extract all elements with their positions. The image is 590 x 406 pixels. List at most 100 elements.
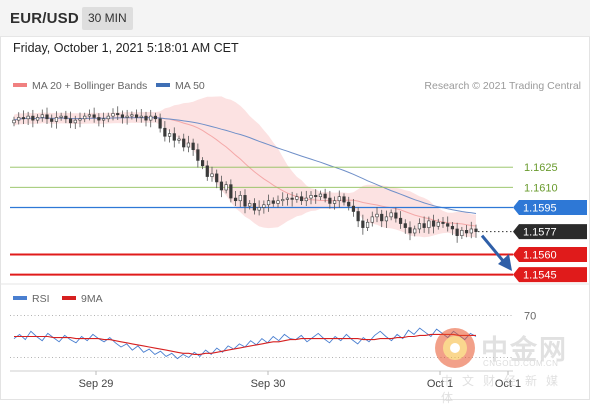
- timestamp: Friday, October 1, 2021 5:18:01 AM CET: [13, 41, 239, 55]
- legend-bollinger-label: MA 20 + Bollinger Bands: [32, 80, 148, 92]
- level-tag-3: [513, 224, 587, 240]
- candle-body-73: [356, 211, 360, 222]
- level-tag-2: [513, 199, 587, 215]
- bollinger-swatch: [13, 83, 27, 88]
- candle-body-66: [323, 193, 327, 199]
- level-label-5: 1.1545: [523, 270, 557, 282]
- candle-body-51: [252, 203, 257, 211]
- candle-body-67: [328, 197, 332, 204]
- level-tag-5: [513, 267, 587, 283]
- candle-body-88: [427, 220, 431, 228]
- candle-body-20: [106, 115, 110, 120]
- candle-body-27: [139, 115, 143, 118]
- candle-body-86: [417, 223, 422, 230]
- candle-body-84: [408, 227, 412, 234]
- candle-body-93: [450, 225, 455, 230]
- candle-body-59: [290, 197, 294, 200]
- candle-body-21: [111, 113, 115, 117]
- candle-body-15: [83, 115, 87, 120]
- candle-body-23: [120, 114, 125, 118]
- candle-body-77: [375, 213, 379, 218]
- chart-header: EUR/USD 30 MIN: [0, 0, 590, 37]
- legend-rsi-label: RSI: [32, 293, 50, 305]
- candle-body-91: [441, 221, 445, 224]
- research-credit: Research © 2021 Trading Central: [424, 80, 581, 92]
- candle-body-62: [304, 197, 308, 202]
- candle-body-37: [186, 142, 191, 148]
- ma50-line: [13, 117, 477, 214]
- candle-body-69: [337, 196, 341, 202]
- level-label-4: 1.1560: [523, 249, 557, 261]
- timeframe-badge[interactable]: 30 MIN: [82, 7, 133, 30]
- candle-body-12: [68, 118, 73, 124]
- candle-body-19: [101, 118, 106, 121]
- level-label-1: 1.1610: [524, 182, 558, 194]
- candle-body-34: [172, 133, 176, 141]
- candle-body-38: [191, 142, 195, 151]
- candle-body-9: [54, 117, 59, 122]
- legend-bollinger: MA 20 + Bollinger Bands: [13, 80, 147, 92]
- level-label-2: 1.1595: [523, 202, 557, 214]
- candle-body-31: [158, 118, 162, 129]
- rsi-series-rsi: [13, 327, 477, 360]
- candle-body-56: [276, 200, 280, 204]
- candle-body-72: [351, 205, 356, 212]
- candle-body-14: [78, 118, 82, 121]
- rsi-series-9ma: [14, 333, 476, 355]
- candle-body-78: [380, 213, 384, 222]
- level-label-3: 1.1577: [523, 227, 557, 239]
- x-tick-label-2: Oct 1: [427, 378, 453, 390]
- legend-9ma-label: 9MA: [81, 293, 103, 305]
- candle-body-5: [35, 117, 40, 121]
- candle-body-6: [40, 114, 44, 118]
- candle-body-18: [97, 117, 101, 121]
- legend-ma50: MA 50: [156, 80, 205, 92]
- candle-body-76: [370, 216, 374, 223]
- ma9-swatch: [62, 296, 76, 301]
- candle-body-53: [262, 204, 266, 208]
- candle-body-98: [474, 228, 478, 232]
- candle-body-41: [205, 165, 209, 177]
- candle-body-75: [365, 221, 370, 228]
- candle-body-24: [125, 115, 129, 118]
- candle-body-33: [167, 133, 172, 137]
- candle-body-39: [196, 149, 200, 161]
- forecast-arrow-head: [498, 254, 512, 271]
- candle-body-44: [219, 181, 224, 191]
- watermark-name: 中金网: [481, 335, 568, 365]
- candle-body-25: [130, 114, 134, 117]
- candle-body-71: [347, 201, 351, 207]
- candle-body-95: [460, 229, 464, 236]
- level-tag-4: [513, 246, 587, 262]
- candle-body-46: [229, 184, 233, 199]
- candle-body-29: [149, 115, 153, 121]
- x-tick-label-3: Oct 1: [495, 378, 521, 390]
- candle-body-32: [163, 127, 167, 137]
- candle-body-92: [446, 223, 450, 227]
- candle-body-3: [26, 115, 30, 120]
- candle-body-54: [266, 200, 271, 206]
- candle-body-40: [200, 160, 205, 167]
- candle-body-8: [50, 118, 54, 122]
- symbol-title: EUR/USD: [10, 10, 79, 27]
- candle-body-1: [17, 117, 21, 121]
- candle-body-30: [153, 115, 158, 120]
- candle-body-81: [394, 212, 398, 219]
- candle-body-13: [73, 119, 77, 124]
- candle-body-87: [422, 223, 426, 228]
- candle-body-2: [21, 117, 26, 120]
- candle-body-96: [464, 229, 469, 234]
- x-tick-label-1: Sep 30: [251, 378, 286, 390]
- candle-body-16: [87, 114, 92, 117]
- legend-9ma: 9MA: [62, 293, 103, 305]
- candle-body-70: [342, 196, 346, 203]
- watermark-tagline: 中文财经新媒体: [441, 374, 568, 405]
- legend-ma50-label: MA 50: [175, 80, 205, 92]
- candle-body-11: [64, 115, 68, 120]
- candle-body-48: [238, 195, 242, 202]
- candle-body-0: [12, 119, 16, 124]
- candle-body-68: [332, 200, 337, 204]
- candle-body-79: [384, 216, 389, 222]
- candle-body-10: [59, 115, 63, 118]
